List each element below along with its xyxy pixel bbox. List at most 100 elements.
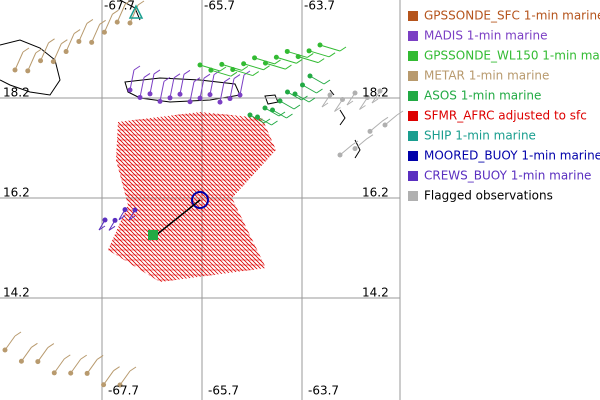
station-dot bbox=[340, 97, 345, 102]
wind-barb bbox=[159, 81, 165, 102]
wind-barb bbox=[294, 93, 310, 103]
wind-barb bbox=[35, 48, 43, 54]
wind-barb bbox=[21, 346, 32, 362]
station-dot bbox=[252, 55, 258, 61]
wind-barb bbox=[279, 100, 295, 110]
station-dot bbox=[377, 88, 383, 94]
legend-label: CREWS_BUOY 1-min marine bbox=[424, 169, 591, 183]
wind-barb bbox=[108, 225, 116, 231]
wind-barb bbox=[70, 358, 82, 374]
station-dot bbox=[365, 95, 370, 100]
wind-barb bbox=[207, 112, 276, 282]
wind-barb bbox=[193, 77, 201, 83]
wind-barb bbox=[108, 112, 185, 282]
station-dot bbox=[285, 89, 290, 95]
wind-barb bbox=[108, 112, 189, 282]
station-dot bbox=[127, 20, 133, 26]
wind-barb bbox=[323, 79, 331, 85]
station-dot bbox=[25, 68, 31, 74]
wind-barb bbox=[133, 65, 141, 71]
wind-barb bbox=[52, 43, 62, 62]
wind-barb bbox=[215, 112, 276, 282]
station-dot bbox=[207, 92, 213, 98]
wind-barb bbox=[179, 74, 185, 95]
wind-barb bbox=[14, 51, 24, 71]
wind-barb bbox=[359, 105, 366, 110]
wind-barb bbox=[199, 78, 205, 99]
wind-barb bbox=[47, 343, 55, 348]
station-dot bbox=[382, 122, 388, 128]
station-dot bbox=[38, 58, 44, 64]
wind-barb bbox=[129, 366, 137, 372]
station-dot bbox=[2, 347, 8, 353]
wind-barb bbox=[203, 112, 276, 282]
station-dot bbox=[18, 358, 24, 364]
legend-swatch bbox=[408, 51, 418, 61]
legend-swatch bbox=[408, 11, 418, 21]
ship bbox=[128, 4, 144, 19]
wind-barb bbox=[189, 81, 195, 102]
wind-barb bbox=[108, 112, 209, 282]
station-dot bbox=[262, 105, 268, 111]
legend-swatch bbox=[408, 131, 418, 141]
wind-barb bbox=[278, 111, 286, 117]
wind-barb bbox=[366, 134, 374, 140]
station-dot bbox=[352, 90, 358, 96]
wind-barb bbox=[233, 74, 241, 79]
lon-label: -63.7 bbox=[304, 0, 335, 13]
wind-barb bbox=[48, 38, 55, 44]
lat-label: 14.2 bbox=[362, 286, 389, 300]
wind-barb bbox=[298, 56, 319, 64]
station-dot bbox=[295, 54, 301, 60]
wind-barb bbox=[99, 19, 106, 25]
legend-label: METAR 1-min marine bbox=[424, 69, 549, 83]
station-dot bbox=[273, 54, 279, 60]
wind-barb bbox=[239, 74, 245, 96]
station-dot bbox=[89, 39, 95, 45]
wind-barb bbox=[219, 81, 225, 103]
wind-barb bbox=[211, 112, 276, 282]
wind-barb bbox=[173, 73, 181, 79]
wind-barb bbox=[308, 50, 330, 58]
wind-barb bbox=[22, 47, 30, 53]
station-dot bbox=[137, 94, 143, 100]
wind-barb bbox=[306, 53, 314, 58]
wind-barb bbox=[53, 358, 65, 374]
station-dot bbox=[35, 359, 41, 365]
wind-barb bbox=[319, 44, 341, 52]
wind-barb bbox=[321, 102, 329, 108]
wind-barb bbox=[209, 74, 215, 95]
wind-barb bbox=[153, 69, 161, 75]
wind-barb bbox=[137, 0, 145, 6]
legend-swatch bbox=[408, 191, 418, 201]
station-dot bbox=[167, 95, 173, 101]
station-dot bbox=[306, 48, 312, 54]
track bbox=[149, 199, 201, 241]
station-dot bbox=[327, 92, 333, 98]
station-dot bbox=[292, 91, 298, 97]
wind-barb bbox=[308, 97, 316, 103]
legend-label: GPSSONDE_WL150 1-min marine bbox=[424, 49, 600, 63]
wind-barb bbox=[128, 215, 136, 221]
station-dot bbox=[68, 370, 74, 376]
lon-label: -67.7 bbox=[108, 384, 139, 398]
wind-barb bbox=[108, 112, 181, 282]
wind-barb bbox=[183, 69, 191, 75]
wind-barb bbox=[328, 52, 336, 58]
station-dot bbox=[114, 19, 120, 25]
wind-barb bbox=[219, 112, 276, 282]
wind-barb bbox=[272, 109, 287, 119]
wind-barb bbox=[163, 76, 171, 82]
station-dot bbox=[102, 217, 108, 223]
wind-barb bbox=[108, 112, 197, 282]
wind-barb bbox=[118, 215, 126, 221]
wind-barb bbox=[274, 59, 281, 65]
legend-label: GPSSONDE_SFC 1-min marine bbox=[424, 9, 600, 23]
station-dot bbox=[217, 99, 223, 105]
station-dot bbox=[197, 95, 203, 101]
wind-barb bbox=[91, 24, 101, 43]
wind-barb bbox=[371, 98, 379, 104]
station-dot bbox=[277, 98, 283, 104]
station-dot bbox=[157, 98, 163, 104]
